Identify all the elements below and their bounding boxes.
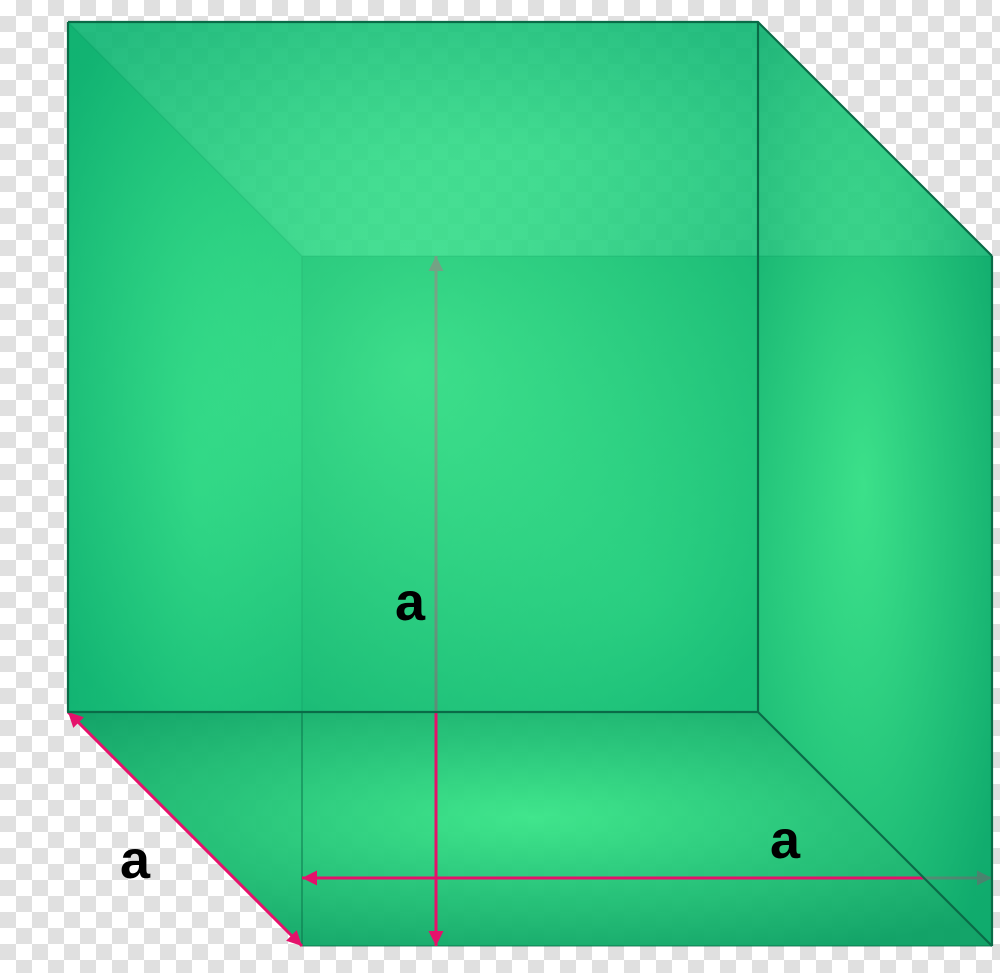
dimension-depth-label: a xyxy=(120,830,151,890)
cube-diagram: a a a xyxy=(0,0,1000,973)
dimension-height-label: a xyxy=(395,572,426,632)
dimension-width-label: a xyxy=(770,810,801,870)
